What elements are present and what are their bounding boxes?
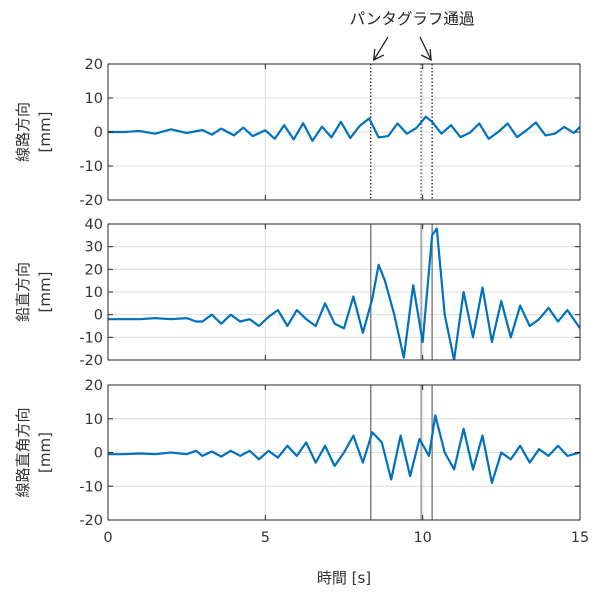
y-tick-label: 20 — [85, 378, 103, 394]
y-tick-label: -10 — [79, 330, 103, 346]
x-tick-label: 10 — [413, 530, 431, 546]
series-line-1 — [108, 414, 580, 484]
x-tick-label: 0 — [103, 530, 112, 546]
y-tick-label: 0 — [94, 125, 103, 141]
y-axis-label: 線路直角方向 — [14, 407, 32, 497]
y-tick-label: 20 — [85, 262, 103, 278]
panel-2: -20 -10 0 10 20 30 40 鉛直方向 [mm] — [14, 217, 581, 369]
annotation-text: パンタグラフ通過 — [350, 10, 475, 28]
y-tick-label: 10 — [85, 285, 103, 301]
x-tick-label: 15 — [571, 530, 589, 546]
y-axis-unit: [mm] — [36, 112, 54, 153]
annotation-layer: パンタグラフ通過 — [350, 10, 475, 62]
y-tick-label: -10 — [79, 159, 103, 175]
y-tick-label: 40 — [85, 217, 103, 233]
y-tick-label: -20 — [79, 353, 103, 369]
x-tick-label: 5 — [261, 530, 270, 546]
y-axis-label: 線路方向 — [14, 102, 32, 162]
y-axis-label: 鉛直方向 — [14, 262, 32, 322]
y-tick-label: 10 — [85, 91, 103, 107]
y-tick-label: -20 — [79, 193, 103, 209]
annotation-arrowhead — [420, 48, 432, 62]
panel-1: -20 -10 0 10 20 線路方向 [mm] — [14, 57, 581, 209]
annotation-arrowhead — [372, 48, 385, 62]
series-line-1 — [108, 115, 580, 142]
annotation-arrow — [373, 36, 389, 61]
y-tick-label: 10 — [85, 412, 103, 428]
series-line-1 — [108, 227, 580, 360]
x-axis-label: 時間 [s] — [317, 569, 371, 587]
annotation-arrow — [419, 36, 432, 61]
y-tick-label: 0 — [94, 446, 103, 462]
y-tick-label: 0 — [94, 308, 103, 324]
y-tick-label: 30 — [85, 240, 103, 256]
y-tick-label: -10 — [79, 479, 103, 495]
y-tick-label: 20 — [85, 57, 103, 73]
panel-3: -20 -10 0 10 20 0 5 10 15 線路直角方向 [mm] — [14, 378, 589, 546]
y-axis-unit: [mm] — [36, 272, 54, 313]
y-axis-unit: [mm] — [36, 432, 54, 473]
y-tick-label: -20 — [79, 513, 103, 529]
